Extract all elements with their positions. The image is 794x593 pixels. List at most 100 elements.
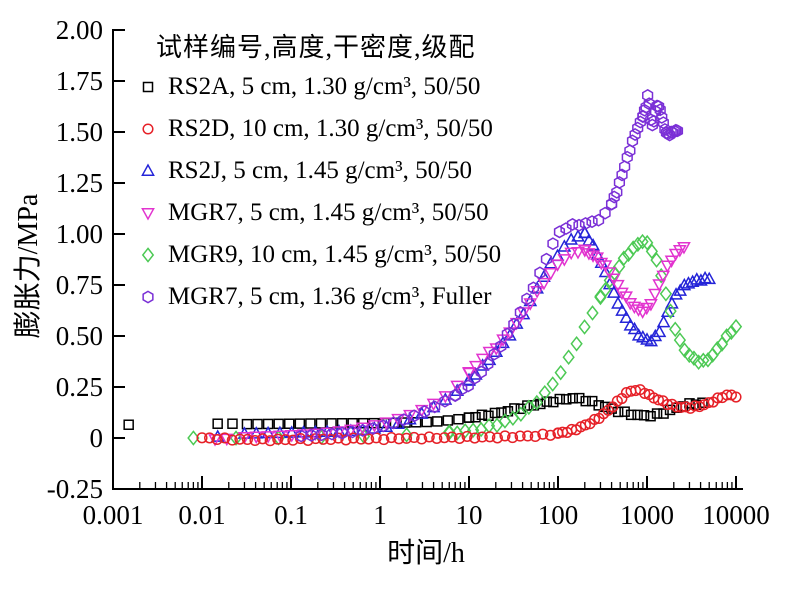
data-marker-triangle-up xyxy=(284,425,299,438)
data-marker-hexagon xyxy=(664,128,676,142)
data-marker-circle xyxy=(423,431,435,443)
data-marker-circle xyxy=(226,434,238,446)
data-marker-hexagon xyxy=(540,252,553,266)
data-marker-hexagon xyxy=(573,218,585,232)
data-marker-square xyxy=(645,410,656,422)
legend-item: MGR7, 5 cm, 1.36 g/cm³, Fuller xyxy=(140,276,501,318)
data-marker-circle xyxy=(446,431,458,443)
data-marker-triangle-down xyxy=(391,413,405,427)
data-marker-triangle-up xyxy=(694,273,708,286)
data-marker-circle xyxy=(522,430,534,442)
data-marker-hexagon xyxy=(648,114,660,128)
data-marker-diamond xyxy=(701,352,715,368)
data-marker-circle xyxy=(272,433,284,445)
data-marker-triangle-up xyxy=(496,335,510,349)
data-marker-diamond xyxy=(400,427,413,443)
data-marker-circle xyxy=(219,432,231,444)
data-marker-square xyxy=(284,418,295,429)
x-tick-label: 1000 xyxy=(620,500,674,530)
data-marker-hexagon xyxy=(521,292,533,306)
y-tick-label: 1.00 xyxy=(56,219,103,249)
data-marker-circle xyxy=(408,431,420,444)
data-marker-hexagon xyxy=(616,168,628,182)
data-marker-hexagon xyxy=(619,160,631,174)
data-marker-diamond xyxy=(669,321,682,338)
data-marker-triangle-up xyxy=(537,269,551,282)
data-marker-diamond xyxy=(641,234,654,251)
data-marker-square xyxy=(548,396,559,408)
legend-rows: RS2A, 5 cm, 1.30 g/cm³, 50/50 RS2D, 10 cm… xyxy=(140,66,501,318)
data-marker-square xyxy=(142,81,154,93)
legend-item-label: RS2D, 10 cm, 1.30 g/cm³, 50/50 xyxy=(168,115,493,142)
data-marker-diamond xyxy=(578,319,591,335)
data-marker-square xyxy=(599,401,611,413)
data-marker-triangle-up xyxy=(606,285,621,298)
data-marker-triangle-down xyxy=(606,273,621,287)
data-marker-diamond xyxy=(725,324,738,341)
data-marker-square xyxy=(227,418,238,429)
data-marker-circle xyxy=(537,428,549,440)
data-marker-hexagon xyxy=(642,88,654,102)
data-marker-diamond xyxy=(546,376,559,392)
data-marker-hexagon xyxy=(632,121,644,135)
data-marker-circle xyxy=(431,432,443,444)
x-tick-label: 10 xyxy=(456,500,483,530)
data-marker-circle xyxy=(393,433,405,445)
data-marker-circle xyxy=(234,433,246,445)
data-marker-hexagon xyxy=(629,128,641,141)
data-marker-diamond xyxy=(720,328,733,344)
x-tick-label: 1 xyxy=(373,500,387,530)
y-tick-label: 1.25 xyxy=(56,168,103,198)
data-marker-triangle-down xyxy=(656,270,671,284)
data-marker-hexagon xyxy=(634,115,646,129)
data-marker-diamond xyxy=(631,236,645,253)
data-marker-diamond xyxy=(554,364,567,381)
legend-item: RS2J, 5 cm, 1.45 g/cm³, 50/50 xyxy=(140,150,501,192)
data-marker-diamond xyxy=(627,240,640,256)
data-marker-triangle-down xyxy=(652,279,667,292)
data-marker-hexagon xyxy=(469,371,481,385)
data-marker-square xyxy=(632,409,643,421)
data-marker-circle xyxy=(347,432,360,444)
data-marker-hexagon xyxy=(668,124,680,138)
data-marker-circle xyxy=(514,430,526,442)
data-marker-circle xyxy=(400,432,413,444)
data-marker-square xyxy=(567,393,579,404)
data-marker-square xyxy=(625,409,637,421)
data-marker-triangle-down xyxy=(594,257,609,271)
data-marker-diamond xyxy=(598,282,612,298)
data-marker-triangle-up xyxy=(557,239,572,252)
data-marker-circle xyxy=(529,430,541,443)
data-marker-triangle-down xyxy=(619,291,633,304)
data-marker-circle xyxy=(204,432,216,444)
data-marker-triangle-down xyxy=(543,267,558,281)
y-tick-label: 0 xyxy=(90,423,104,453)
data-marker-triangle-up xyxy=(665,296,679,309)
data-marker-square xyxy=(421,416,432,428)
data-marker-square xyxy=(561,394,572,405)
data-marker-diamond xyxy=(586,305,599,321)
x-tick-label: 0.001 xyxy=(83,500,144,530)
data-marker-square xyxy=(305,418,316,429)
data-marker-triangle-down xyxy=(550,259,565,272)
series-6 xyxy=(295,88,684,443)
y-tick-label: 0.50 xyxy=(56,321,103,351)
data-marker-diamond xyxy=(650,252,663,268)
data-marker-circle xyxy=(142,123,154,135)
legend-item: MGR9, 10 cm, 1.45 g/cm³, 50/50 xyxy=(140,234,501,276)
legend-circle-icon xyxy=(142,123,154,135)
legend-item: RS2D, 10 cm, 1.30 g/cm³, 50/50 xyxy=(140,108,501,150)
data-marker-hexagon xyxy=(586,215,598,229)
data-marker-circle xyxy=(363,433,375,445)
data-marker-hexagon xyxy=(611,185,623,199)
data-marker-circle xyxy=(469,432,481,444)
data-marker-diamond xyxy=(655,267,668,284)
legend-item-label: MGR7, 5 cm, 1.45 g/cm³, 50/50 xyxy=(168,199,489,226)
data-marker-circle xyxy=(703,397,715,409)
data-marker-diamond xyxy=(530,394,543,411)
data-marker-diamond xyxy=(645,243,659,260)
data-marker-square xyxy=(442,415,454,426)
data-marker-circle xyxy=(241,433,253,446)
